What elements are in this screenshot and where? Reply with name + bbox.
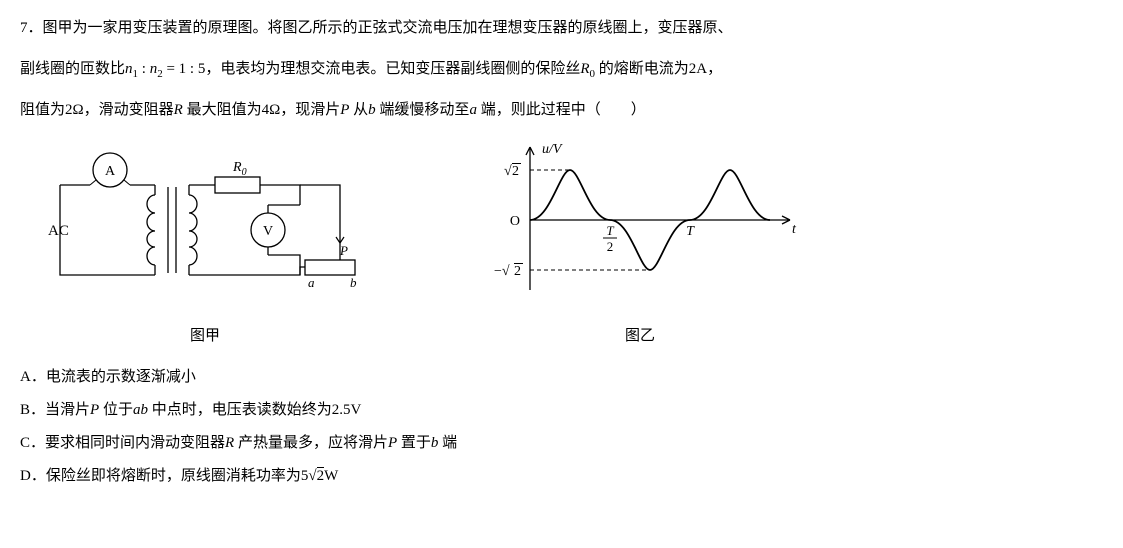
svg-text:2: 2 — [514, 264, 521, 279]
waveform-svg: u/V t O √ 2 −√ 2 T 2 T — [470, 135, 810, 305]
svg-text:2: 2 — [512, 164, 519, 179]
option-d: D．保险丝即将熔断时，原线圈消耗功率为5√2W — [20, 460, 1103, 493]
svg-text:T: T — [606, 223, 614, 238]
circuit-svg: A V AC R0 P a b — [40, 135, 370, 305]
half-period-label: T 2 — [603, 223, 617, 254]
problem-line3: 阻值为2Ω，滑动变阻器R 最大阻值为4Ω，现滑片P 从b 端缓慢移动至a 端，则… — [20, 94, 1103, 127]
origin-label: O — [510, 214, 520, 229]
option-b: B．当滑片P 位于ab 中点时，电压表读数始终为2.5V — [20, 394, 1103, 427]
sqrt2-neg-label: −√ 2 — [494, 264, 523, 280]
figures-row: A V AC R0 P a b 图甲 — [40, 135, 1103, 353]
terminal-a: a — [308, 275, 315, 290]
line1: 图甲为一家用变压装置的原理图。将图乙所示的正弦式交流电压加在理想变压器的原线圈上… — [43, 20, 733, 36]
period-label: T — [686, 224, 695, 239]
ac-label: AC — [48, 223, 69, 239]
waveform-caption: 图乙 — [470, 320, 810, 353]
option-c: C．要求相同时间内滑动变阻器R 产热量最多，应将滑片P 置于b 端 — [20, 427, 1103, 460]
circuit-figure: A V AC R0 P a b 图甲 — [40, 135, 370, 353]
svg-text:2: 2 — [607, 239, 614, 254]
svg-text:√: √ — [504, 164, 512, 179]
options-list: A．电流表的示数逐渐减小 B．当滑片P 位于ab 中点时，电压表读数始终为2.5… — [20, 361, 1103, 493]
option-a: A．电流表的示数逐渐减小 — [20, 361, 1103, 394]
fuse-label: R0 — [232, 160, 247, 178]
problem-statement: 7．图甲为一家用变压装置的原理图。将图乙所示的正弦式交流电压加在理想变压器的原线… — [20, 12, 1103, 45]
svg-text:−√: −√ — [494, 264, 510, 279]
voltmeter-label: V — [263, 224, 273, 239]
x-axis-label: t — [792, 222, 797, 237]
sqrt2-pos-label: √ 2 — [504, 164, 521, 180]
problem-number: 7． — [20, 20, 43, 36]
slider-label: P — [339, 243, 348, 258]
waveform-figure: u/V t O √ 2 −√ 2 T 2 T 图乙 — [470, 135, 810, 353]
terminal-b: b — [350, 275, 357, 290]
y-axis-label: u/V — [542, 142, 563, 157]
circuit-caption: 图甲 — [40, 320, 370, 353]
problem-line2: 副线圈的匝数比n1 : n2 = 1 : 5，电表均为理想交流电表。已知变压器副… — [20, 53, 1103, 86]
ammeter-label: A — [105, 164, 116, 179]
